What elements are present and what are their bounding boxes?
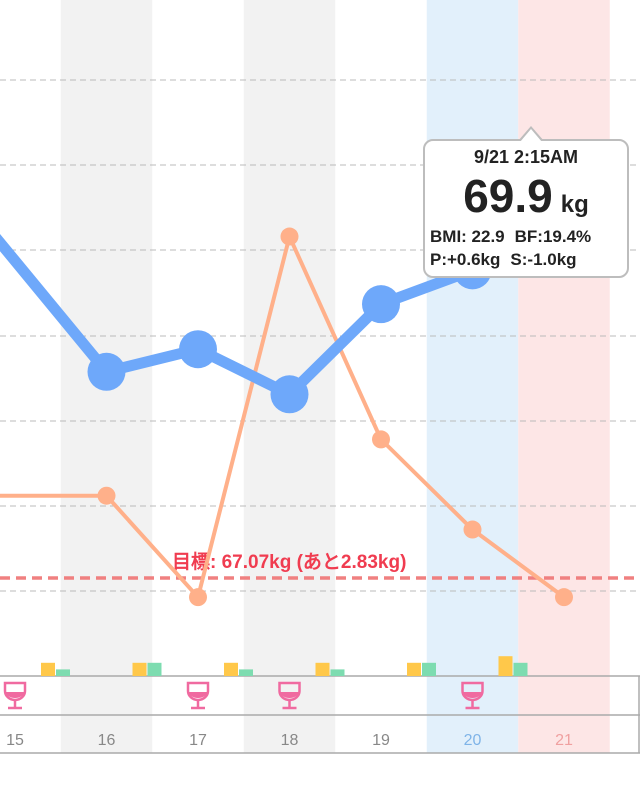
wine-glass-liquid [189,692,207,698]
tooltip-weight: 69.9 kg [425,169,627,223]
tooltip-time: 9/21 2:15AM [473,147,579,167]
activity-bar-green [422,662,436,676]
wine-glass-bowl [3,681,27,702]
weight-point [362,285,400,324]
wine-glass-bowl [278,681,301,702]
body-fat-point [555,588,573,607]
activity-bar-yellow [498,656,513,676]
wine-glass-icon [186,681,210,710]
tooltip-row-bmi-bf: BMI: 22.9 BF:19.4% [430,227,591,247]
activity-bar-green [513,662,528,676]
wine-glass-liquid [463,692,482,698]
x-tick-label-21: 21 [555,732,573,749]
activity-bar-yellow [407,662,421,676]
wine-glass-icon [3,681,27,710]
tooltip-row-changes: P:+0.6kg S:-1.0kg [430,250,577,270]
activity-bar-yellow [315,662,330,676]
column-backgrounds [60,0,610,753]
x-tick-label-17: 17 [189,732,207,749]
tooltip-weight-unit: kg [560,191,589,218]
wine-glass-icon [461,681,484,710]
wine-glass-bowl [186,681,210,702]
activity-bar-yellow [224,662,238,676]
column-bg-20 [426,0,519,753]
column-bg-21 [518,0,610,753]
activity-bar-green [239,669,253,676]
goal-label: 目標: 67.07kg (あと2.83kg) [172,550,406,573]
x-axis-ticks: 15 16 17 18 19 20 21 [6,732,573,749]
body-fat-point [463,520,482,539]
tooltip-body-fat: BF:19.4% [514,227,592,246]
wine-glass-bowl [461,681,484,702]
x-tick-label-19: 19 [372,732,390,749]
body-fat-point [189,588,207,607]
activity-bar-green [56,669,70,676]
activity-bar-green [147,662,162,676]
weight-point [87,352,126,391]
activity-bar-green [330,669,345,676]
tooltip-weight-value: 69.9 [463,170,553,222]
activity-bars [41,656,528,676]
body-fat-point [280,227,299,246]
tooltip-pointer-fill [520,129,542,142]
x-tick-label-16: 16 [98,732,116,749]
body-fat-series [0,227,573,607]
activity-bar-yellow [41,662,55,676]
weight-point [270,375,309,414]
tooltip-p-change: P:+0.6kg [430,250,501,269]
wine-glass-liquid [280,692,299,698]
weight-point [179,330,217,369]
body-fat-point [372,430,390,449]
body-fat-point [97,486,116,505]
activity-bar-yellow [132,662,147,676]
wine-icons [3,681,484,710]
x-tick-label-18: 18 [281,732,299,749]
x-tick-label-20: 20 [464,732,482,749]
tooltip-s-change: S:-1.0kg [510,250,577,269]
wine-glass-liquid [6,692,24,698]
data-tooltip: 9/21 2:15AM 69.9 kg BMI: 22.9 BF:19.4% P:+… [423,126,629,278]
x-tick-label-15: 15 [6,732,24,749]
tooltip-bmi: BMI: 22.9 [430,227,505,246]
wine-glass-icon [278,681,301,710]
goal-line-group: 目標: 67.07kg (あと2.83kg) [0,550,640,580]
